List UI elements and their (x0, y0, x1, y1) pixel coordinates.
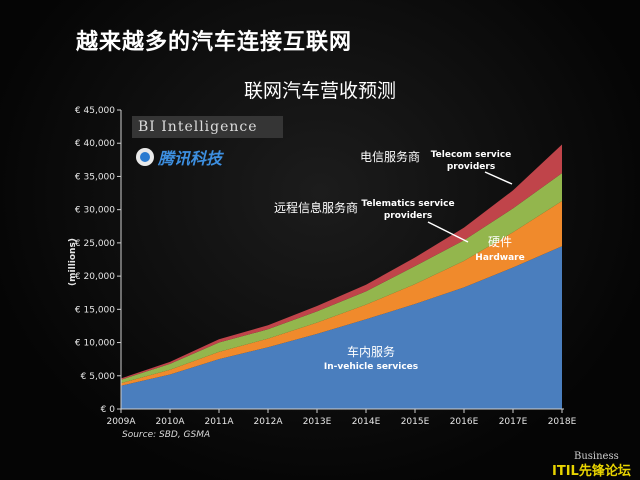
annotation-invehicle-cn: 车内服务 (347, 344, 395, 359)
y-tick-label: € 15,000 (75, 305, 115, 315)
partner-logo-icon (136, 148, 154, 166)
x-tick-label: 2010A (155, 417, 185, 427)
x-tick-label: 2018E (548, 417, 577, 427)
y-tick-label: € 35,000 (75, 172, 115, 182)
x-tick-label: 2009A (106, 417, 136, 427)
x-tick-label: 2011A (204, 417, 234, 427)
y-tick-label: € 30,000 (75, 206, 115, 216)
y-tick-label: € 25,000 (75, 239, 115, 249)
slide-title: 越来越多的汽车连接互联网 (76, 30, 353, 55)
partner-logo-text: 腾讯科技 (158, 149, 223, 168)
annotation-hardware-cn: 硬件 (488, 235, 512, 249)
business-watermark: Business (574, 451, 619, 462)
annotation-hardware-en: Hardware (475, 253, 524, 263)
annotation-telematics-cn: 远程信息服务商 (274, 200, 358, 215)
chart-title: 联网汽车营收预测 (243, 80, 396, 102)
y-tick-label: € 5,000 (81, 372, 116, 382)
y-axis-label: (millions) (68, 238, 78, 286)
x-tick-label: 2015E (401, 417, 430, 427)
annotation-telecom-cn: 电信服务商 (360, 149, 420, 164)
y-tick-label: € 0 (101, 405, 116, 415)
x-tick-label: 2017E (499, 417, 528, 427)
y-tick-label: € 10,000 (75, 339, 115, 349)
telematics-pointer (427, 221, 469, 243)
y-tick-label: € 45,000 (75, 106, 115, 116)
area-series-in_vehicle (121, 246, 562, 409)
x-tick-label: 2014E (352, 417, 381, 427)
x-tick-label: 2012A (253, 417, 283, 427)
annotation-invehicle-en: In-vehicle services (324, 362, 418, 372)
brand-label: BI Intelligence (132, 116, 283, 138)
annotation-telematics-en1: Telematics service (361, 199, 454, 209)
y-tick-label: € 20,000 (75, 272, 115, 282)
forum-watermark: ITIL先锋论坛 (552, 464, 631, 479)
telecom-pointer (484, 171, 513, 185)
x-tick-label: 2013E (303, 417, 332, 427)
x-tick-label: 2016E (450, 417, 479, 427)
source-note: Source: SBD, GSMA (122, 430, 211, 440)
partner-logo: 腾讯科技 (136, 145, 222, 169)
annotation-telematics-en2: providers (384, 211, 432, 221)
annotation-telecom-en1: Telecom service (431, 150, 512, 160)
y-tick-label: € 40,000 (75, 139, 115, 149)
annotation-telecom-en2: providers (447, 162, 495, 172)
